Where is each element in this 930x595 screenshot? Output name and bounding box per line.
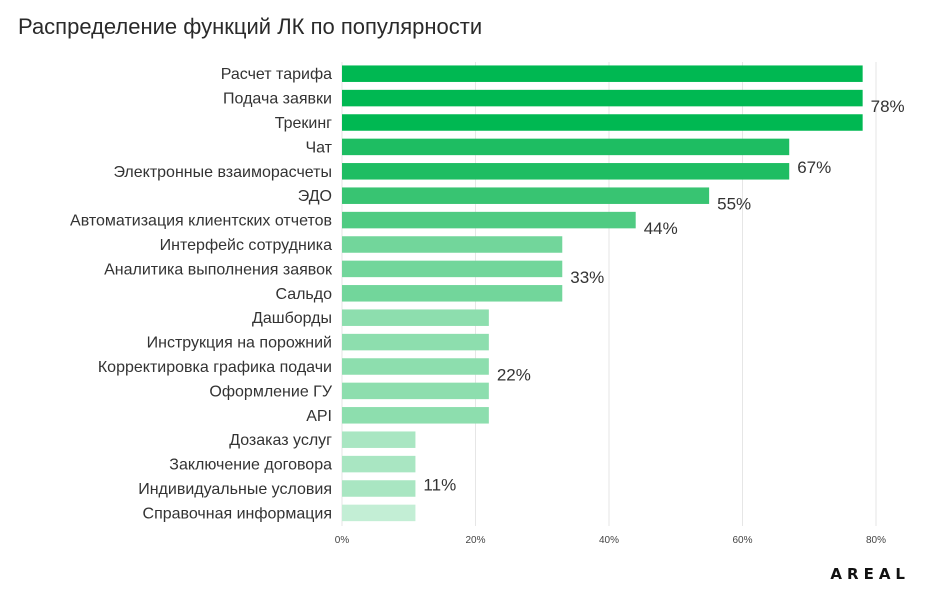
category-label: Корректировка графика подачи	[98, 359, 332, 376]
category-label: Дашборды	[252, 310, 332, 327]
areal-logo: AREAL	[830, 565, 910, 583]
category-label: Аналитика выполнения заявок	[104, 261, 333, 278]
value-label: 22%	[497, 366, 531, 385]
bar	[342, 89, 863, 107]
bar	[342, 333, 489, 351]
category-label: Инструкция на порожний	[147, 335, 332, 352]
bar	[342, 382, 489, 400]
x-tick-label: 60%	[732, 535, 752, 546]
category-label: Сальдо	[275, 286, 332, 303]
category-label: Электронные взаиморасчеты	[113, 164, 332, 181]
bar	[342, 65, 863, 82]
category-label: Подача заявки	[223, 91, 332, 108]
bar	[342, 407, 489, 424]
bar	[342, 455, 416, 473]
category-label: Индивидуальные условия	[138, 481, 332, 498]
category-label: Расчет тарифа	[221, 66, 332, 83]
bar	[342, 138, 790, 156]
x-tick-label: 20%	[465, 535, 485, 546]
value-label: 44%	[644, 219, 678, 238]
bar	[342, 504, 416, 522]
category-label: Интерфейс сотрудника	[160, 237, 332, 254]
category-label: API	[306, 408, 332, 425]
x-axis-ticks: 0% 20% 40% 60% 80%	[335, 535, 886, 546]
value-label: 78%	[871, 97, 905, 116]
category-label: Чат	[305, 139, 332, 156]
value-label: 11%	[423, 475, 456, 494]
bar	[342, 431, 416, 448]
chart-title: Распределение функций ЛК по популярности	[18, 14, 483, 39]
bar	[342, 163, 790, 180]
value-labels: 78% 67% 55% 44% 33% 22% 11%	[423, 97, 904, 494]
value-label: 67%	[797, 158, 831, 177]
x-tick-label: 40%	[599, 535, 619, 546]
value-label: 55%	[717, 195, 751, 214]
category-labels: Расчет тарифа Подача заявки Трекинг Чат Элек…	[70, 66, 333, 522]
bar	[342, 236, 563, 253]
bar	[342, 285, 563, 302]
bar	[342, 358, 489, 375]
x-tick-label: 80%	[866, 535, 886, 546]
bar	[342, 211, 636, 229]
x-tick-label: 0%	[335, 535, 350, 546]
category-label: Дозаказ услуг	[229, 432, 332, 449]
bar	[342, 480, 416, 497]
category-label: Автоматизация клиентских отчетов	[70, 213, 332, 230]
bar	[342, 309, 489, 326]
bar	[342, 187, 710, 204]
category-label: Трекинг	[275, 115, 332, 132]
bars	[342, 65, 863, 522]
value-label: 33%	[570, 268, 604, 287]
category-label: ЭДО	[298, 188, 332, 205]
category-label: Справочная информация	[143, 505, 332, 522]
bar	[342, 114, 863, 131]
category-label: Заключение договора	[169, 457, 332, 474]
bar	[342, 260, 563, 278]
category-label: Оформление ГУ	[209, 383, 332, 400]
